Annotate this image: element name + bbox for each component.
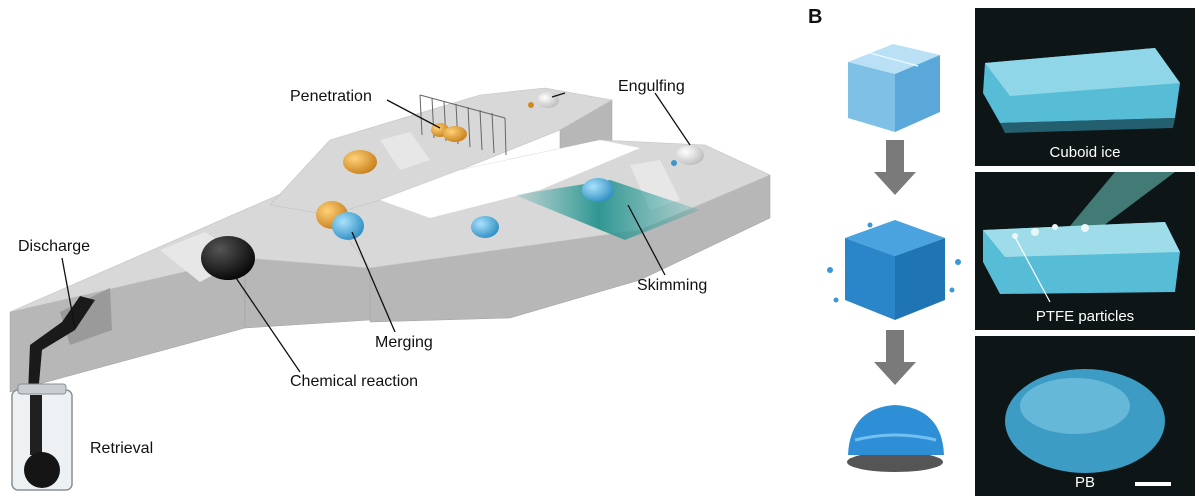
leader-lines [61,92,691,373]
arm-gap [380,140,640,218]
white-droplet [676,145,704,165]
orange-droplet [343,150,377,174]
track-side-faces [9,99,771,393]
label-retrieval: Retrieval [90,440,154,457]
blue-droplet-skimming [582,178,614,202]
discharge-stream [28,296,95,395]
scale-bar [1135,482,1171,486]
blue-droplet-merging [332,212,364,240]
liquid-marble-render [847,405,944,472]
label-penetration: Penetration [290,88,372,105]
retrieval-vial [11,383,73,491]
skimming-zone [515,180,700,240]
orange-droplet-penetrated [443,126,467,142]
label-discharge: Discharge [18,238,91,255]
panel-label: B [808,6,823,28]
label-chemical-reaction: Chemical reaction [290,373,419,390]
caption-cuboid-ice: Cuboid ice [1049,144,1121,161]
ptfe-coated-cube-render [827,220,961,320]
penetration-grate [419,94,507,156]
white-droplet-engulfing [537,92,559,108]
ice-cube-render [848,44,940,132]
label-merging: Merging [375,334,433,351]
blue-droplet [471,216,499,238]
small-orange-particle [528,102,534,108]
small-blue-particle [671,160,677,166]
label-engulfing: Engulfing [618,78,685,95]
photo-pb: PB [975,336,1195,496]
caption-pb: PB [1074,474,1095,491]
photo-cuboid-ice: Cuboid ice [975,8,1195,166]
caption-ptfe-particles: PTFE particles [1035,308,1135,325]
photo-ptfe-particles: PTFE particles [975,172,1195,330]
black-droplet-reaction [201,236,255,280]
droplets [201,92,704,280]
process-arrows [874,140,916,385]
label-skimming: Skimming [637,277,708,294]
